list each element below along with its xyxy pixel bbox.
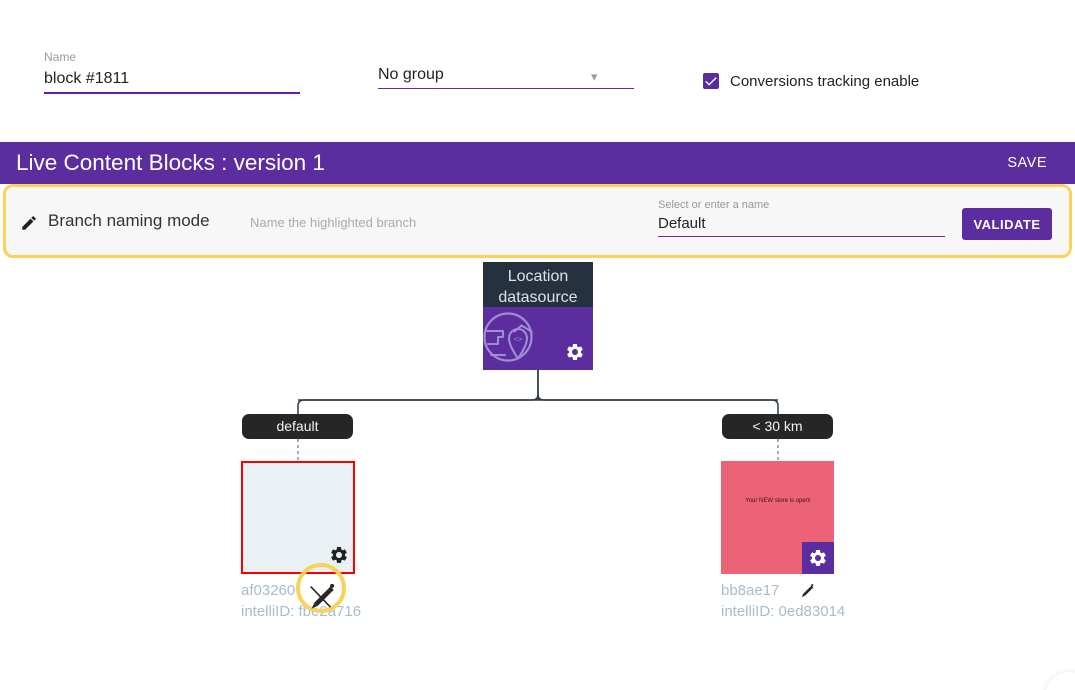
svg-text:<>: <> — [514, 335, 523, 344]
